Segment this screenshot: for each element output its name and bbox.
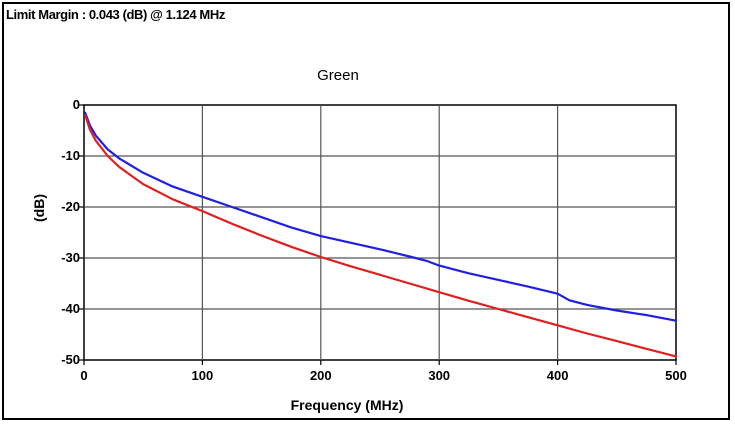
x-axis-label: Frequency (MHz) xyxy=(291,397,404,413)
plot-area xyxy=(83,104,677,361)
y-tick-label: -50 xyxy=(61,352,80,367)
x-tick-label: 300 xyxy=(428,368,450,383)
series-line-2 xyxy=(84,114,678,358)
x-tick-label: 0 xyxy=(80,368,87,383)
y-tick-label: -20 xyxy=(61,199,80,214)
y-tick-label: -30 xyxy=(61,250,80,265)
series-line-1 xyxy=(84,111,678,322)
y-tick-label: 0 xyxy=(73,97,80,112)
x-tick-label: 100 xyxy=(192,368,214,383)
y-axis-label: (dB) xyxy=(31,194,47,222)
y-tick-label: -40 xyxy=(61,301,80,316)
grid-lines xyxy=(84,105,676,360)
chart-title: Green xyxy=(317,67,359,84)
x-tick-label: 500 xyxy=(665,368,687,383)
x-tick-label: 200 xyxy=(310,368,332,383)
axis-ticks: 0 100 200 300 400 500 0 -10 -20 -30 -40 -50 xyxy=(61,97,687,383)
x-tick-label: 400 xyxy=(547,368,569,383)
limit-margin-text: Limit Margin : 0.043 (dB) @ 1.124 MHz xyxy=(6,7,225,22)
y-tick-label: -10 xyxy=(61,148,80,163)
series-layer xyxy=(84,111,678,358)
